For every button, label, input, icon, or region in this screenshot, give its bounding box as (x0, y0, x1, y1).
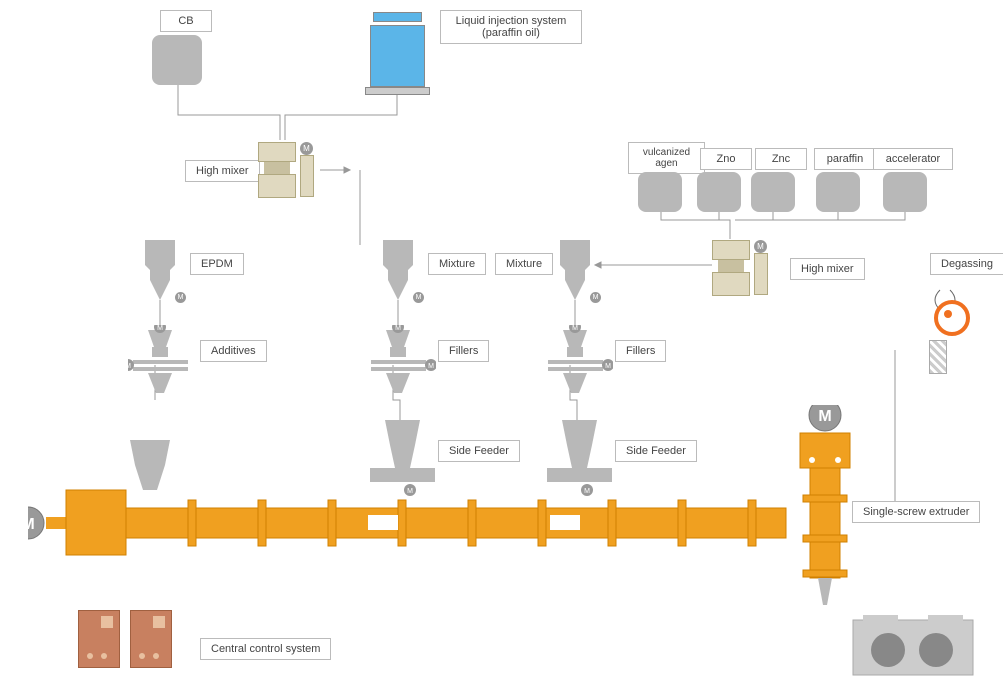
liquid-base (365, 87, 430, 95)
degassing-ring (934, 300, 970, 336)
accelerator-label: accelerator (873, 148, 953, 170)
epdm-label: EPDM (190, 253, 244, 275)
vulcanized-label: vulcanized agen (628, 142, 705, 174)
degassing-label: Degassing (930, 253, 1003, 275)
control-panel-1 (78, 610, 120, 668)
degassing-center (944, 310, 952, 318)
extruder: M (28, 475, 858, 565)
liquid-tank (373, 12, 422, 22)
mixer2-side (754, 253, 768, 295)
svg-text:M: M (28, 516, 35, 533)
motor-epdm: M (175, 292, 186, 303)
zno-tank (697, 172, 741, 212)
svg-text:M: M (428, 363, 434, 370)
znc-label: Znc (755, 148, 807, 170)
paraffin-label: paraffin (814, 148, 876, 170)
fillers1-feeder: M M (366, 325, 436, 395)
high-mixer-2 (712, 240, 750, 296)
svg-text:M: M (605, 363, 611, 370)
svg-text:M: M (157, 325, 163, 332)
znc-tank (751, 172, 795, 212)
mixture2-hopper (550, 240, 600, 300)
side-feeder-1-label: Side Feeder (438, 440, 520, 462)
motor-badge-m2: M (754, 240, 767, 253)
paraffin-tank (816, 172, 860, 212)
motor-mix1: M (413, 292, 424, 303)
high-mixer-1-label: High mixer (185, 160, 260, 182)
svg-text:M: M (128, 363, 131, 370)
receiver (848, 615, 978, 685)
zno-label: Zno (700, 148, 752, 170)
liquid-label: Liquid injection system (paraffin oil) (440, 10, 582, 44)
motor-mix2: M (590, 292, 601, 303)
vulcanized-tank (638, 172, 682, 212)
single-screw-label: Single-screw extruder (852, 501, 980, 523)
liquid-tank-body (370, 25, 425, 87)
mixer1-side (300, 155, 314, 197)
accelerator-tank (883, 172, 927, 212)
additives-label: Additives (200, 340, 267, 362)
motor-badge-m1: M (300, 142, 313, 155)
fillers2-label: Fillers (615, 340, 666, 362)
svg-text:M: M (818, 408, 831, 425)
cb-label: CB (160, 10, 212, 32)
additives-feeder: M M (128, 325, 198, 395)
svg-text:M: M (572, 325, 578, 332)
epdm-hopper (135, 240, 185, 300)
central-label: Central control system (200, 638, 331, 660)
svg-text:M: M (395, 325, 401, 332)
mixture1-label: Mixture (428, 253, 486, 275)
fillers2-feeder: M M (543, 325, 613, 395)
high-mixer-2-label: High mixer (790, 258, 865, 280)
mixture2-label: Mixture (495, 253, 553, 275)
fillers1-label: Fillers (438, 340, 489, 362)
high-mixer-1 (258, 142, 296, 198)
degassing-box (929, 340, 947, 374)
mixture1-hopper (373, 240, 423, 300)
side-feeder-2-label: Side Feeder (615, 440, 697, 462)
control-panel-2 (130, 610, 172, 668)
cb-tank (152, 35, 202, 85)
